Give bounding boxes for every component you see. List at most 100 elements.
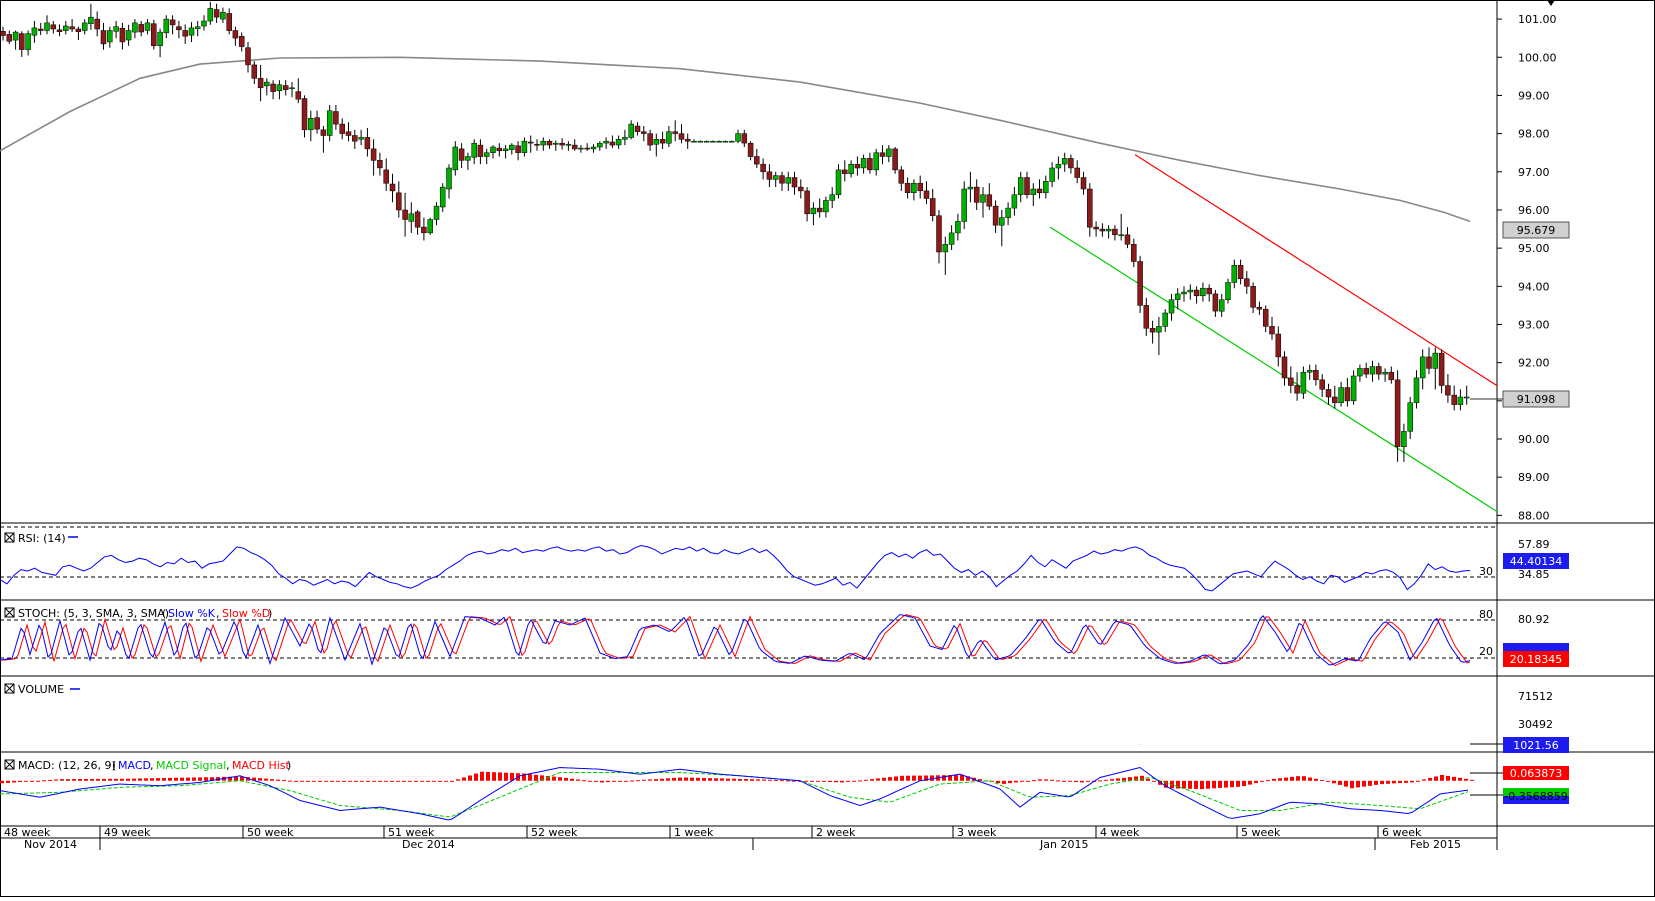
- macd-close-icon[interactable]: [5, 760, 14, 769]
- candle-bull-body: [1307, 370, 1312, 372]
- candle: [987, 183, 992, 210]
- macd-hist-bar: [894, 777, 898, 781]
- candle: [585, 143, 590, 151]
- macd-hist-bar: [474, 774, 478, 781]
- macd-hist-bar: [342, 781, 346, 782]
- macd-hist-bar: [660, 779, 664, 781]
- candle-bear-body: [478, 145, 483, 157]
- macd-hist-bar: [1242, 781, 1246, 786]
- candle-bull-body: [955, 221, 960, 233]
- macd-hist-bar: [954, 775, 958, 781]
- stoch-legend-paren-close: ): [268, 607, 272, 620]
- macd-hist-bar: [1056, 780, 1060, 781]
- last-price-label: 91.098: [1517, 393, 1556, 406]
- candle-bear-body: [1068, 158, 1073, 168]
- macd-hist-bar: [1368, 781, 1372, 786]
- rsi-title: RSI: (14): [18, 532, 66, 545]
- macd-hist-bar: [1314, 779, 1318, 781]
- candle-bull-body: [1433, 353, 1438, 368]
- candle: [1050, 162, 1055, 187]
- scroll-marker-icon[interactable]: [1547, 0, 1555, 6]
- macd-hist-bar: [1428, 778, 1432, 781]
- month-label: Nov 2014: [24, 838, 77, 851]
- candle-bear-body: [780, 176, 785, 184]
- macd-hist-bar: [1044, 779, 1048, 780]
- candle-bear-body: [937, 216, 942, 252]
- candle-bull-body: [447, 168, 452, 189]
- macd-hist-bar: [1116, 778, 1120, 780]
- macd-hist-bar: [588, 781, 592, 782]
- macd-hist-bar: [762, 780, 766, 781]
- candle-bear-body: [95, 19, 100, 29]
- macd-hist-bar: [1110, 779, 1114, 781]
- macd-hist-bar: [1218, 781, 1222, 788]
- macd-hist-bar: [714, 778, 718, 781]
- macd-hist-bar: [750, 779, 754, 781]
- candle-bear-body: [560, 143, 565, 145]
- volume-close-icon[interactable]: [5, 684, 14, 693]
- candle-bull-body: [1062, 158, 1067, 164]
- macd-hist-bar: [1062, 781, 1066, 782]
- price-tick-label: 93.00: [1518, 318, 1550, 331]
- macd-hist-bar: [918, 776, 922, 781]
- candle: [616, 136, 621, 149]
- candle: [717, 141, 722, 143]
- macd-hist-bar: [1464, 779, 1468, 781]
- candle-bear-body: [685, 139, 690, 141]
- candle-bull-body: [63, 26, 68, 31]
- candle-bear-body: [1138, 262, 1143, 306]
- candle-bull-body: [943, 244, 948, 252]
- macd-hist-bar: [324, 781, 328, 782]
- macd-hist-bar: [294, 781, 298, 782]
- candle: [333, 105, 338, 130]
- macd-hist-bar: [30, 781, 34, 782]
- macd-hist-bar: [822, 781, 826, 782]
- macd-hist-bar: [690, 778, 694, 781]
- candle: [321, 126, 326, 153]
- price-tick-label: 89.00: [1518, 471, 1550, 484]
- candle: [780, 172, 785, 191]
- month-label: Jan 2015: [1039, 838, 1088, 851]
- candle-bear-body: [792, 178, 797, 188]
- macd-hist-bar: [1194, 781, 1198, 789]
- macd-legend-paren-close: ): [287, 759, 291, 772]
- candle: [1112, 225, 1117, 240]
- candle-bull-body: [698, 141, 703, 142]
- candle-bull-body: [428, 220, 433, 233]
- candle-bull-body: [202, 21, 207, 26]
- macd-hist-bar: [1188, 781, 1192, 789]
- week-label: 1 week: [674, 826, 714, 839]
- candle: [453, 141, 458, 175]
- macd-hist-bar: [312, 781, 316, 782]
- candle-bear-body: [535, 144, 540, 145]
- candle-bull-body: [88, 17, 93, 24]
- candle: [622, 130, 627, 145]
- macd-hist-bar: [1470, 780, 1474, 781]
- macd-hist-bar: [24, 781, 28, 782]
- week-label: 4 week: [1100, 826, 1140, 839]
- candle: [1458, 389, 1463, 410]
- candle: [1307, 365, 1312, 380]
- macd-hist-bar: [1446, 776, 1450, 781]
- candle: [849, 160, 854, 177]
- macd-hist-bar: [366, 781, 370, 782]
- candle: [1332, 386, 1337, 409]
- stoch-close-icon[interactable]: [5, 608, 14, 617]
- candle: [610, 136, 615, 149]
- candle-bull-body: [1156, 326, 1161, 332]
- candle: [1238, 260, 1243, 285]
- candle-bear-body: [817, 208, 822, 212]
- price-tick-label: 98.00: [1518, 128, 1550, 141]
- week-label: 49 week: [104, 826, 151, 839]
- rsi-close-icon[interactable]: [5, 533, 14, 542]
- candle: [359, 130, 364, 145]
- macd-hist-bar: [1374, 781, 1378, 785]
- candle: [365, 128, 370, 157]
- candle: [1087, 183, 1092, 237]
- candle: [1138, 256, 1143, 313]
- macd-hist-bar: [186, 778, 190, 781]
- macd-hist-bar: [1362, 781, 1366, 787]
- candle-bear-body: [1439, 353, 1444, 385]
- candle-bull-body: [132, 23, 137, 32]
